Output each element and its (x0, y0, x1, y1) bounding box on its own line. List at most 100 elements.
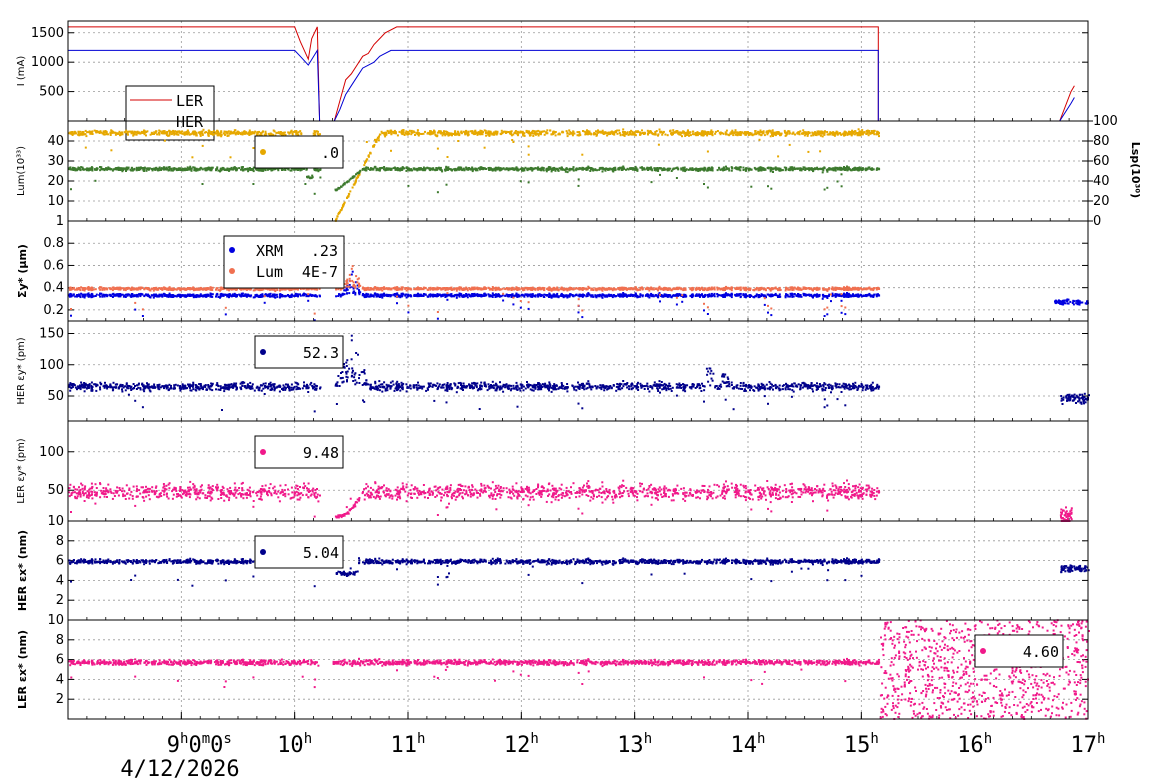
data-point (728, 134, 731, 137)
data-point (414, 134, 416, 136)
data-point (568, 129, 571, 132)
data-point (721, 294, 724, 297)
data-point (526, 167, 529, 170)
data-point (365, 159, 368, 162)
data-point (623, 134, 626, 137)
data-point (539, 131, 542, 134)
data-point (79, 295, 82, 298)
data-point (734, 131, 737, 134)
data-point (759, 130, 762, 133)
data-point (262, 169, 265, 172)
data-point (352, 176, 355, 179)
data-point (648, 166, 651, 169)
data-point (444, 169, 447, 172)
data-point (298, 168, 301, 171)
data-point (672, 294, 675, 297)
data-point (876, 293, 879, 296)
data-point (795, 294, 798, 297)
data-point (679, 131, 682, 134)
data-point (134, 131, 137, 134)
data-point (315, 130, 318, 133)
data-point (862, 294, 865, 297)
data-point (747, 169, 750, 172)
data-point (109, 132, 112, 135)
data-point (565, 167, 568, 170)
data-point (101, 168, 104, 171)
data-point (481, 295, 484, 297)
data-point (834, 295, 837, 298)
data-point (466, 134, 469, 137)
data-point (361, 168, 364, 171)
data-point (843, 130, 846, 133)
data-point (289, 295, 292, 298)
data-point (700, 134, 703, 137)
data-point (422, 295, 425, 297)
data-point (393, 293, 396, 295)
data-point (641, 132, 644, 134)
data-point (441, 170, 444, 173)
data-point (683, 132, 686, 135)
data-point (104, 294, 107, 297)
data-point (608, 132, 611, 135)
data-point (600, 130, 603, 133)
data-point (542, 169, 545, 172)
data-point (177, 294, 180, 297)
data-point (402, 166, 405, 169)
data-point (643, 168, 646, 171)
data-point (103, 168, 106, 171)
data-point (578, 131, 581, 133)
data-point (462, 130, 465, 133)
data-point (429, 168, 432, 170)
data-point (480, 131, 483, 134)
data-point (272, 293, 275, 296)
data-point (706, 150, 709, 153)
data-point (220, 169, 223, 172)
data-point (606, 134, 609, 137)
data-point (565, 295, 568, 298)
data-point (483, 167, 486, 170)
data-point (635, 295, 638, 298)
data-point (219, 170, 221, 173)
data-point (790, 167, 793, 170)
data-point (639, 133, 642, 136)
data-point (455, 296, 458, 299)
data-point (875, 168, 878, 171)
data-point (228, 169, 230, 172)
data-point (690, 168, 693, 171)
data-point (80, 292, 83, 295)
data-point (547, 166, 550, 169)
data-point (802, 129, 805, 132)
data-point (527, 153, 530, 156)
data-point (846, 166, 849, 169)
data-point (828, 168, 831, 171)
data-point (811, 295, 814, 298)
data-point (622, 292, 625, 294)
data-point (140, 293, 143, 296)
data-point (406, 131, 409, 134)
data-point (420, 133, 423, 135)
data-point (504, 168, 507, 171)
data-point (93, 129, 96, 132)
data-point (410, 168, 413, 171)
data-point (664, 133, 667, 136)
data-point (362, 293, 364, 295)
data-point (127, 133, 129, 136)
data-point (384, 135, 387, 138)
data-point (175, 131, 178, 134)
data-point (365, 141, 368, 143)
data-point (621, 166, 624, 169)
data-point (629, 132, 632, 135)
data-point (758, 138, 761, 141)
data-point (210, 168, 213, 171)
data-point (547, 168, 549, 171)
data-point (106, 168, 109, 171)
data-point (808, 167, 811, 170)
data-point (436, 317, 439, 320)
data-point (299, 130, 302, 133)
data-point (77, 132, 80, 135)
data-point (399, 296, 402, 299)
data-point (707, 131, 710, 133)
data-point (679, 294, 681, 297)
data-point (672, 167, 675, 170)
data-point (471, 132, 474, 135)
